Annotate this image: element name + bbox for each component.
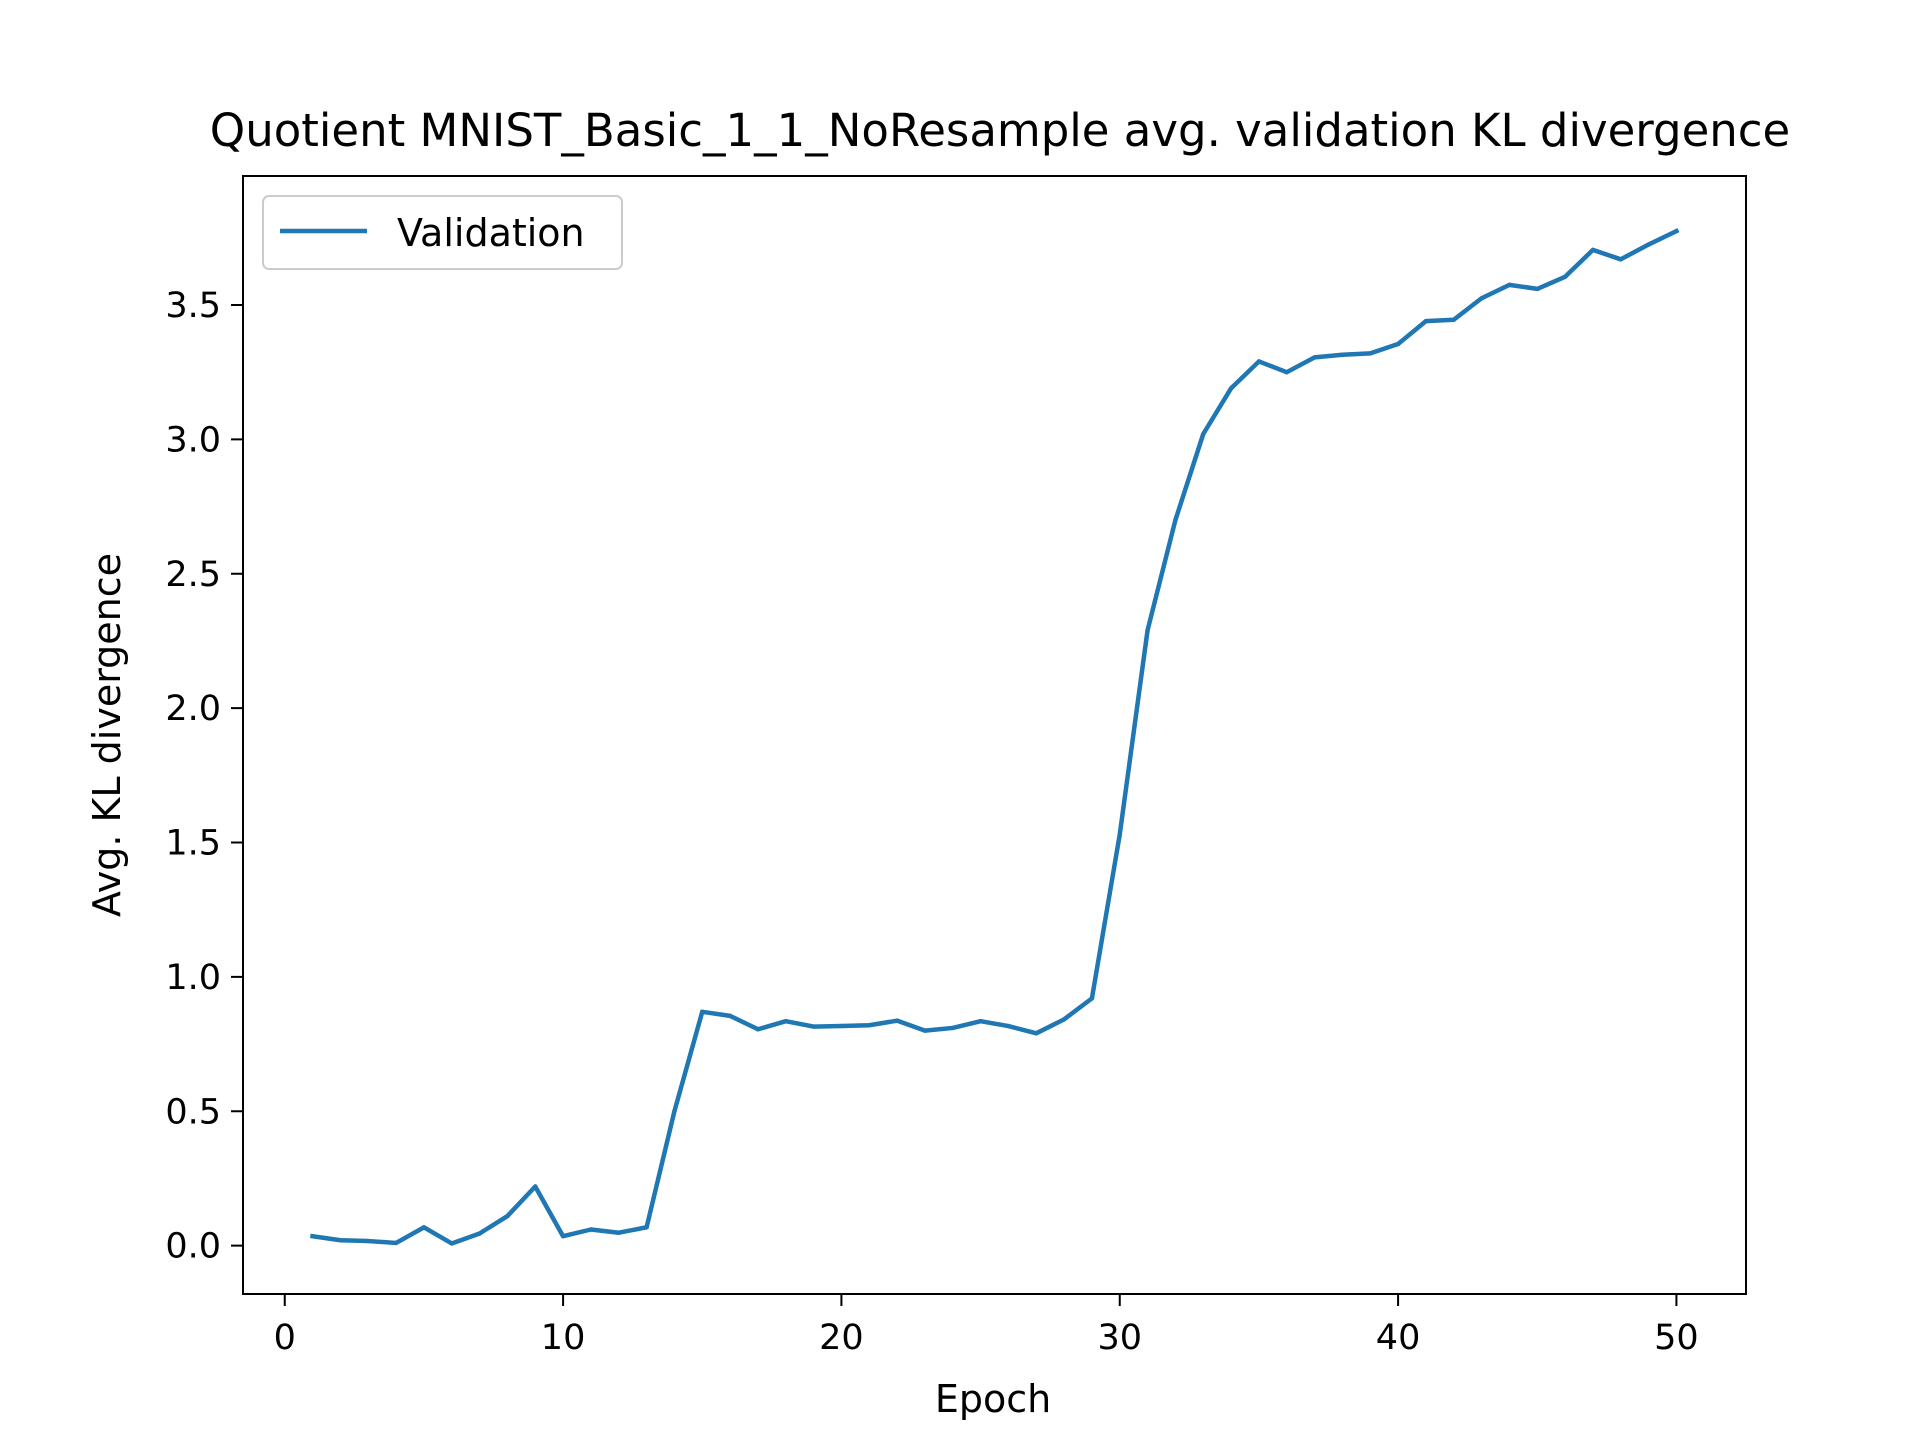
plot-frame <box>242 175 1747 1295</box>
series-line-validation <box>310 228 1680 1246</box>
data-point <box>978 1019 983 1024</box>
x-tick-label: 20 <box>819 1318 864 1358</box>
x-tick-label: 30 <box>1097 1318 1142 1358</box>
data-point <box>1562 274 1568 279</box>
data-point <box>1089 996 1095 1001</box>
data-point <box>449 1241 454 1246</box>
data-point <box>1201 431 1206 437</box>
data-point <box>1674 228 1679 234</box>
data-point <box>727 1013 733 1019</box>
y-tick-label: 2.5 <box>165 555 221 595</box>
x-tick-label: 10 <box>541 1318 586 1358</box>
data-point <box>644 1225 649 1230</box>
x-axis: 0 10 20 30 40 50 <box>274 1294 1699 1358</box>
data-point <box>1228 386 1234 391</box>
data-point <box>588 1227 594 1232</box>
y-tick-label: 3.0 <box>165 420 221 460</box>
data-point <box>1479 296 1484 301</box>
data-point <box>1145 627 1150 633</box>
data-point <box>616 1230 621 1235</box>
data-point <box>1034 1031 1039 1036</box>
x-axis-label: Epoch <box>935 1377 1051 1421</box>
data-point <box>1618 257 1623 262</box>
data-point <box>839 1023 844 1029</box>
data-point <box>1368 351 1373 356</box>
data-point <box>533 1184 538 1189</box>
data-point <box>867 1023 872 1028</box>
data-points <box>310 228 1679 1246</box>
data-point <box>310 1234 315 1239</box>
data-point <box>477 1231 482 1236</box>
x-tick-label: 50 <box>1654 1318 1699 1358</box>
data-point <box>393 1240 399 1246</box>
data-point <box>421 1225 427 1230</box>
data-point <box>1173 517 1178 523</box>
data-point <box>1061 1017 1067 1022</box>
y-tick-label: 1.5 <box>165 824 221 864</box>
data-point <box>1117 832 1122 837</box>
x-tick-label: 0 <box>274 1318 296 1358</box>
y-tick-label: 0.0 <box>165 1227 221 1267</box>
legend: Validation <box>262 195 623 270</box>
data-point <box>560 1234 566 1239</box>
data-point <box>1312 355 1317 360</box>
data-point <box>338 1238 343 1243</box>
y-axis-label: Avg. KL divergence <box>85 553 129 917</box>
data-point <box>1423 318 1429 324</box>
data-point <box>672 1109 677 1114</box>
legend-box <box>262 195 623 270</box>
data-point <box>922 1028 928 1033</box>
y-tick-label: 1.0 <box>165 958 221 998</box>
legend-label-validation: Validation <box>397 211 585 255</box>
data-point <box>1395 341 1401 347</box>
data-point <box>1006 1023 1011 1029</box>
data-point <box>1284 369 1289 375</box>
x-tick-label: 40 <box>1376 1318 1421 1358</box>
data-point <box>1590 247 1596 253</box>
data-point <box>1256 359 1262 364</box>
y-tick-label: 0.5 <box>165 1092 221 1132</box>
data-point <box>755 1027 761 1032</box>
data-point <box>700 1009 705 1015</box>
data-point <box>1451 317 1456 322</box>
data-point <box>950 1025 955 1031</box>
data-point <box>505 1213 510 1219</box>
y-tick-label: 2.0 <box>165 689 221 729</box>
y-tick-label: 3.5 <box>165 286 221 326</box>
data-point <box>1340 352 1345 357</box>
data-point <box>1646 242 1651 247</box>
data-point <box>783 1019 788 1024</box>
chart-title: Quotient MNIST_Basic_1_1_NoResample avg.… <box>210 104 1790 157</box>
y-axis: 0.0 0.5 1.0 1.5 2.0 2.5 3.0 3.5 <box>165 286 243 1267</box>
data-point <box>811 1024 816 1029</box>
data-point <box>366 1238 371 1244</box>
data-point <box>1507 282 1512 288</box>
data-point <box>1535 286 1540 292</box>
data-point <box>894 1018 900 1023</box>
